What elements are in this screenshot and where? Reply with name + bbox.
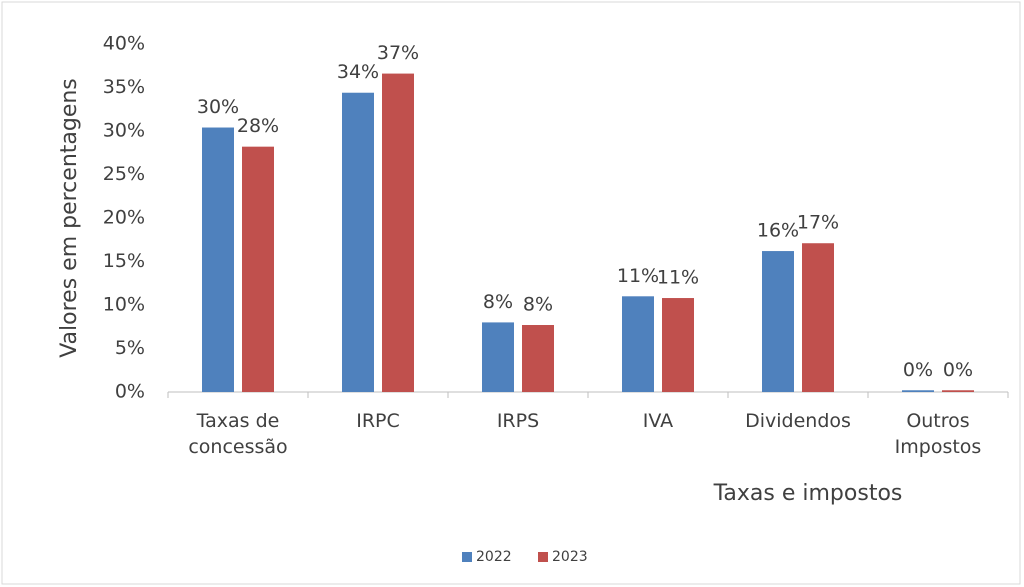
bar bbox=[802, 243, 834, 392]
data-label: 17% bbox=[797, 212, 839, 234]
y-tick-label: 40% bbox=[103, 33, 145, 55]
data-label: 0% bbox=[903, 359, 933, 381]
y-axis-title: Valores em percentagens bbox=[57, 78, 82, 358]
x-tick-label: IVA bbox=[642, 410, 674, 432]
bar bbox=[622, 296, 654, 392]
bar bbox=[522, 325, 554, 392]
y-tick-label: 30% bbox=[103, 120, 145, 142]
data-label: 30% bbox=[197, 96, 239, 118]
bar bbox=[242, 146, 274, 392]
bar bbox=[902, 390, 934, 392]
data-label: 11% bbox=[617, 265, 659, 287]
data-label: 34% bbox=[337, 61, 379, 83]
legend-label: 2023 bbox=[552, 549, 588, 565]
bar bbox=[942, 390, 974, 392]
y-tick-label: 15% bbox=[103, 250, 145, 272]
x-axis-title: Taxas e impostos bbox=[713, 481, 903, 506]
x-tick-label: IRPS bbox=[496, 410, 540, 432]
x-tick-label: Taxas de concessão bbox=[188, 410, 288, 458]
y-tick-label: 25% bbox=[103, 163, 145, 185]
data-label: 8% bbox=[483, 291, 513, 313]
data-label: 16% bbox=[757, 220, 799, 242]
x-tick-label: Dividendos bbox=[745, 410, 851, 432]
legend-swatch bbox=[538, 552, 548, 562]
legend-swatch bbox=[462, 552, 472, 562]
y-tick-label: 10% bbox=[103, 294, 145, 316]
data-label: 28% bbox=[237, 115, 279, 137]
data-label: 11% bbox=[657, 267, 699, 289]
y-tick-label: 35% bbox=[103, 76, 145, 98]
bar bbox=[762, 251, 794, 392]
data-label: 37% bbox=[377, 42, 419, 64]
x-tick-label: Outros Impostos bbox=[894, 410, 982, 458]
bar bbox=[342, 92, 374, 392]
legend-label: 2022 bbox=[476, 549, 512, 565]
y-tick-label: 5% bbox=[115, 337, 145, 359]
bar bbox=[202, 127, 234, 393]
y-tick-label: 0% bbox=[115, 381, 145, 403]
data-label: 8% bbox=[523, 294, 553, 316]
bar bbox=[382, 73, 414, 392]
x-tick-label: IRPC bbox=[356, 410, 400, 432]
bar bbox=[662, 298, 694, 392]
y-tick-label: 20% bbox=[103, 207, 145, 229]
data-label: 0% bbox=[943, 359, 973, 381]
bar bbox=[482, 322, 514, 392]
